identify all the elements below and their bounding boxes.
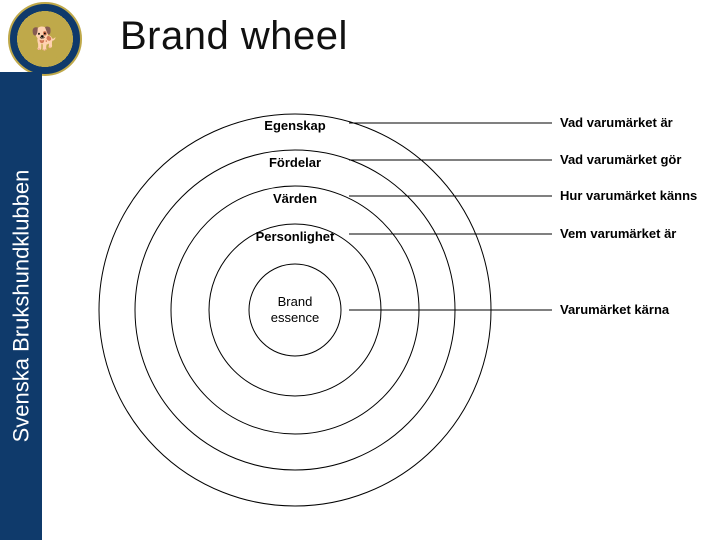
- ring-explanation: Vem varumärket är: [560, 226, 676, 241]
- ring-explanation: Vad varumärket är: [560, 115, 673, 130]
- ring-label: Brand: [278, 294, 313, 309]
- logo-inner: 🐕: [23, 17, 67, 61]
- dog-icon: 🐕: [31, 26, 58, 52]
- ring-label: essence: [271, 310, 319, 325]
- brand-wheel-diagram: Brandessence Varumärket kärna Personlighet…: [80, 90, 700, 530]
- organization-logo: 🐕: [8, 2, 82, 76]
- sidebar-organization-label: Svenska Brukshundklubben: [8, 170, 34, 443]
- sidebar-text-wrap: Svenska Brukshundklubben: [0, 72, 42, 540]
- ring-explanation: Hur varumärket känns: [560, 188, 697, 203]
- ring-label: Fördelar: [269, 155, 321, 170]
- ring-explanation: Varumärket kärna: [560, 302, 670, 317]
- ring-label: Personlighet: [256, 229, 335, 244]
- ring-label: Värden: [273, 191, 317, 206]
- ring-explanation: Vad varumärket gör: [560, 152, 681, 167]
- ring-label: Egenskap: [264, 118, 325, 133]
- page-title: Brand wheel: [120, 14, 348, 59]
